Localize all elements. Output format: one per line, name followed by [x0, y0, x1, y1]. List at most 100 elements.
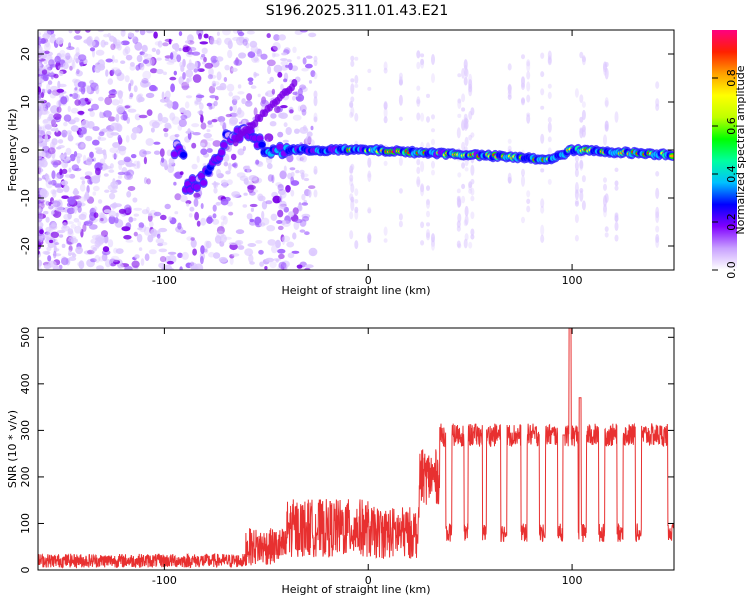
spectrogram-noise-blob	[288, 211, 295, 218]
spectrogram-noise-blob	[253, 107, 258, 117]
spectrogram-noise-blob	[135, 30, 139, 33]
spectrogram-noise-blob	[273, 64, 283, 73]
spectrogram-noise-blob	[91, 103, 99, 111]
spectrogram-noise-blob	[43, 210, 49, 215]
spectrogram-noise-streak	[470, 211, 475, 220]
spectrogram-noise-blob	[55, 37, 64, 45]
spectrogram-noise-streak	[464, 205, 469, 217]
spectrogram-noise-blob	[242, 146, 246, 151]
spectrogram-noise-blob	[73, 117, 80, 123]
spectrogram-noise-blob	[156, 57, 162, 61]
spectrogram-ridge-mid	[193, 184, 201, 191]
spectrogram-noise-streak	[603, 183, 607, 191]
spectrogram-noise-blob	[206, 142, 211, 150]
spectrogram-noise-blob	[57, 80, 61, 89]
spectrogram-noise-blob	[90, 244, 100, 250]
spectrogram-noise-blob	[200, 122, 207, 130]
spectrogram-noise-blob	[246, 30, 255, 35]
spectrogram-noise-blob	[182, 72, 186, 80]
spectrogram-noise-blob	[38, 111, 42, 121]
spectrogram-noise-streak	[603, 177, 607, 183]
spectrogram-noise-blob	[200, 256, 204, 265]
spectrogram-noise-blob	[44, 39, 50, 48]
spectrogram-noise-blob	[124, 265, 133, 270]
spectrogram-noise-streak	[521, 98, 525, 106]
spectrogram-noise-blob	[96, 162, 104, 168]
spectrogram-noise-blob	[220, 221, 224, 229]
spectrogram-noise-blob	[38, 102, 43, 110]
spectrogram-noise-blob	[306, 131, 313, 137]
spectrogram-noise-blob	[61, 168, 68, 174]
spectrogram-noise-blob	[168, 216, 172, 221]
spectrogram-noise-blob	[60, 180, 69, 186]
spectrogram-noise-blob	[186, 77, 190, 84]
spectrogram-noise-streak	[313, 112, 318, 122]
spectrogram-noise-blob	[85, 30, 91, 33]
spectrogram-noise-blob	[38, 54, 41, 59]
spectrogram-noise-blob	[297, 105, 302, 112]
spectrogram-noise-blob	[59, 154, 65, 159]
spectrogram-noise-blob	[141, 209, 149, 215]
spectrogram-noise-blob	[259, 222, 266, 227]
spectrogram-noise-blob	[68, 252, 72, 256]
spectrogram-noise-blob	[211, 119, 218, 123]
spectrogram-noise-streak	[313, 189, 318, 198]
spectrogram-noise-blob	[95, 149, 104, 155]
spectrogram-noise-blob	[92, 185, 100, 192]
spectrogram-noise-streak	[468, 134, 473, 141]
spectrogram-noise-blob	[38, 177, 43, 182]
spectrogram-noise-blob	[308, 80, 313, 84]
spectrogram-noise-blob	[38, 152, 43, 160]
spectrogram-noise-blob	[291, 65, 299, 72]
spectrogram-noise-blob	[292, 114, 302, 121]
spectrogram-noise-blob	[181, 251, 189, 260]
spectrogram-noise-blob	[130, 132, 137, 141]
spectrogram-noise-blob	[52, 189, 57, 198]
spectrogram-noise-blob	[156, 68, 164, 75]
spectrogram-noise-blob	[283, 78, 288, 83]
spectrogram-noise-blob	[69, 93, 73, 97]
spectrogram-noise-blob	[257, 93, 261, 98]
spectrogram-noise-streak	[431, 160, 435, 169]
spectrogram-noise-blob	[147, 214, 153, 223]
spectrogram-noise-blob	[200, 114, 204, 123]
spectrogram-noise-blob	[73, 188, 79, 196]
spectrogram-noise-blob	[281, 52, 288, 56]
spectrogram-noise-streak	[547, 147, 552, 156]
spectrogram-noise-blob	[258, 195, 266, 202]
spectrogram-noise-blob	[93, 212, 99, 219]
spectrogram-noise-blob	[97, 136, 102, 140]
spectrogram-noise-blob	[207, 124, 214, 128]
spectrogram-noise-blob	[277, 131, 284, 138]
spectrogram-noise-blob	[99, 158, 106, 164]
spectrogram-noise-blob	[55, 61, 61, 71]
spectrogram-noise-blob	[108, 215, 116, 225]
spectrogram-noise-streak	[416, 50, 421, 59]
spectrogram-noise-blob	[265, 92, 269, 96]
spectrogram-noise-streak	[426, 185, 430, 191]
spectrogram-noise-blob	[180, 64, 185, 72]
spectrogram-noise-blob	[122, 112, 128, 121]
spectrogram-noise-blob	[219, 234, 227, 244]
spectrogram-noise-blob	[77, 110, 85, 115]
spectrogram-noise-blob	[278, 204, 286, 210]
spectrogram-noise-blob	[271, 52, 276, 58]
x-tick-label: 100	[562, 274, 583, 287]
spectrogram-noise-blob	[73, 151, 78, 157]
spectrogram-noise-blob	[78, 260, 85, 270]
spectrogram-noise-blob	[39, 189, 49, 198]
spectrogram-noise-blob	[49, 91, 57, 99]
spectrogram-noise-streak	[420, 161, 425, 173]
spectrogram-noise-streak	[416, 179, 421, 185]
spectrogram-noise-blob	[220, 198, 229, 206]
spectrogram-noise-blob	[94, 254, 101, 263]
spectrogram-noise-blob	[158, 262, 165, 269]
spectrogram-noise-streak	[614, 185, 619, 191]
spectrogram-noise-blob	[215, 86, 225, 91]
spectrogram-noise-blob	[206, 129, 211, 133]
spectrogram-noise-blob	[228, 211, 234, 216]
spectrogram-noise-blob	[63, 114, 72, 122]
spectrogram-noise-blob	[200, 148, 208, 155]
spectrogram-noise-blob	[129, 92, 134, 98]
spectrogram-noise-blob	[213, 252, 221, 259]
